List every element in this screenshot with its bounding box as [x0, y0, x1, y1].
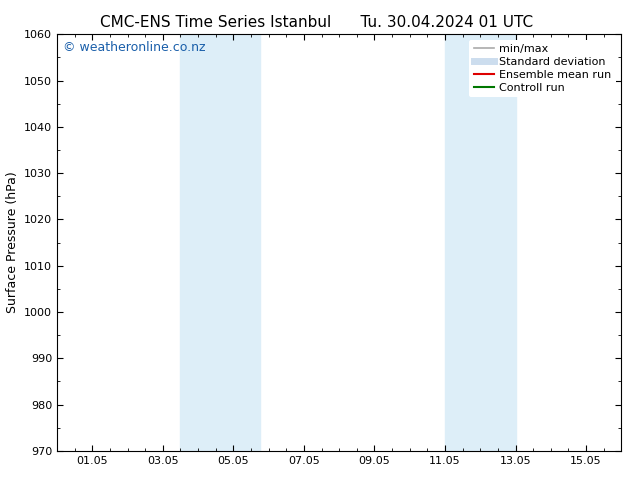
- Bar: [445, 34, 515, 451]
- Legend: min/max, Standard deviation, Ensemble mean run, Controll run: min/max, Standard deviation, Ensemble me…: [469, 40, 616, 97]
- Y-axis label: Surface Pressure (hPa): Surface Pressure (hPa): [6, 172, 18, 314]
- Text: CMC-ENS Time Series Istanbul      Tu. 30.04.2024 01 UTC: CMC-ENS Time Series Istanbul Tu. 30.04.2…: [100, 15, 534, 30]
- Text: © weatheronline.co.nz: © weatheronline.co.nz: [63, 41, 205, 53]
- Bar: [181, 34, 260, 451]
